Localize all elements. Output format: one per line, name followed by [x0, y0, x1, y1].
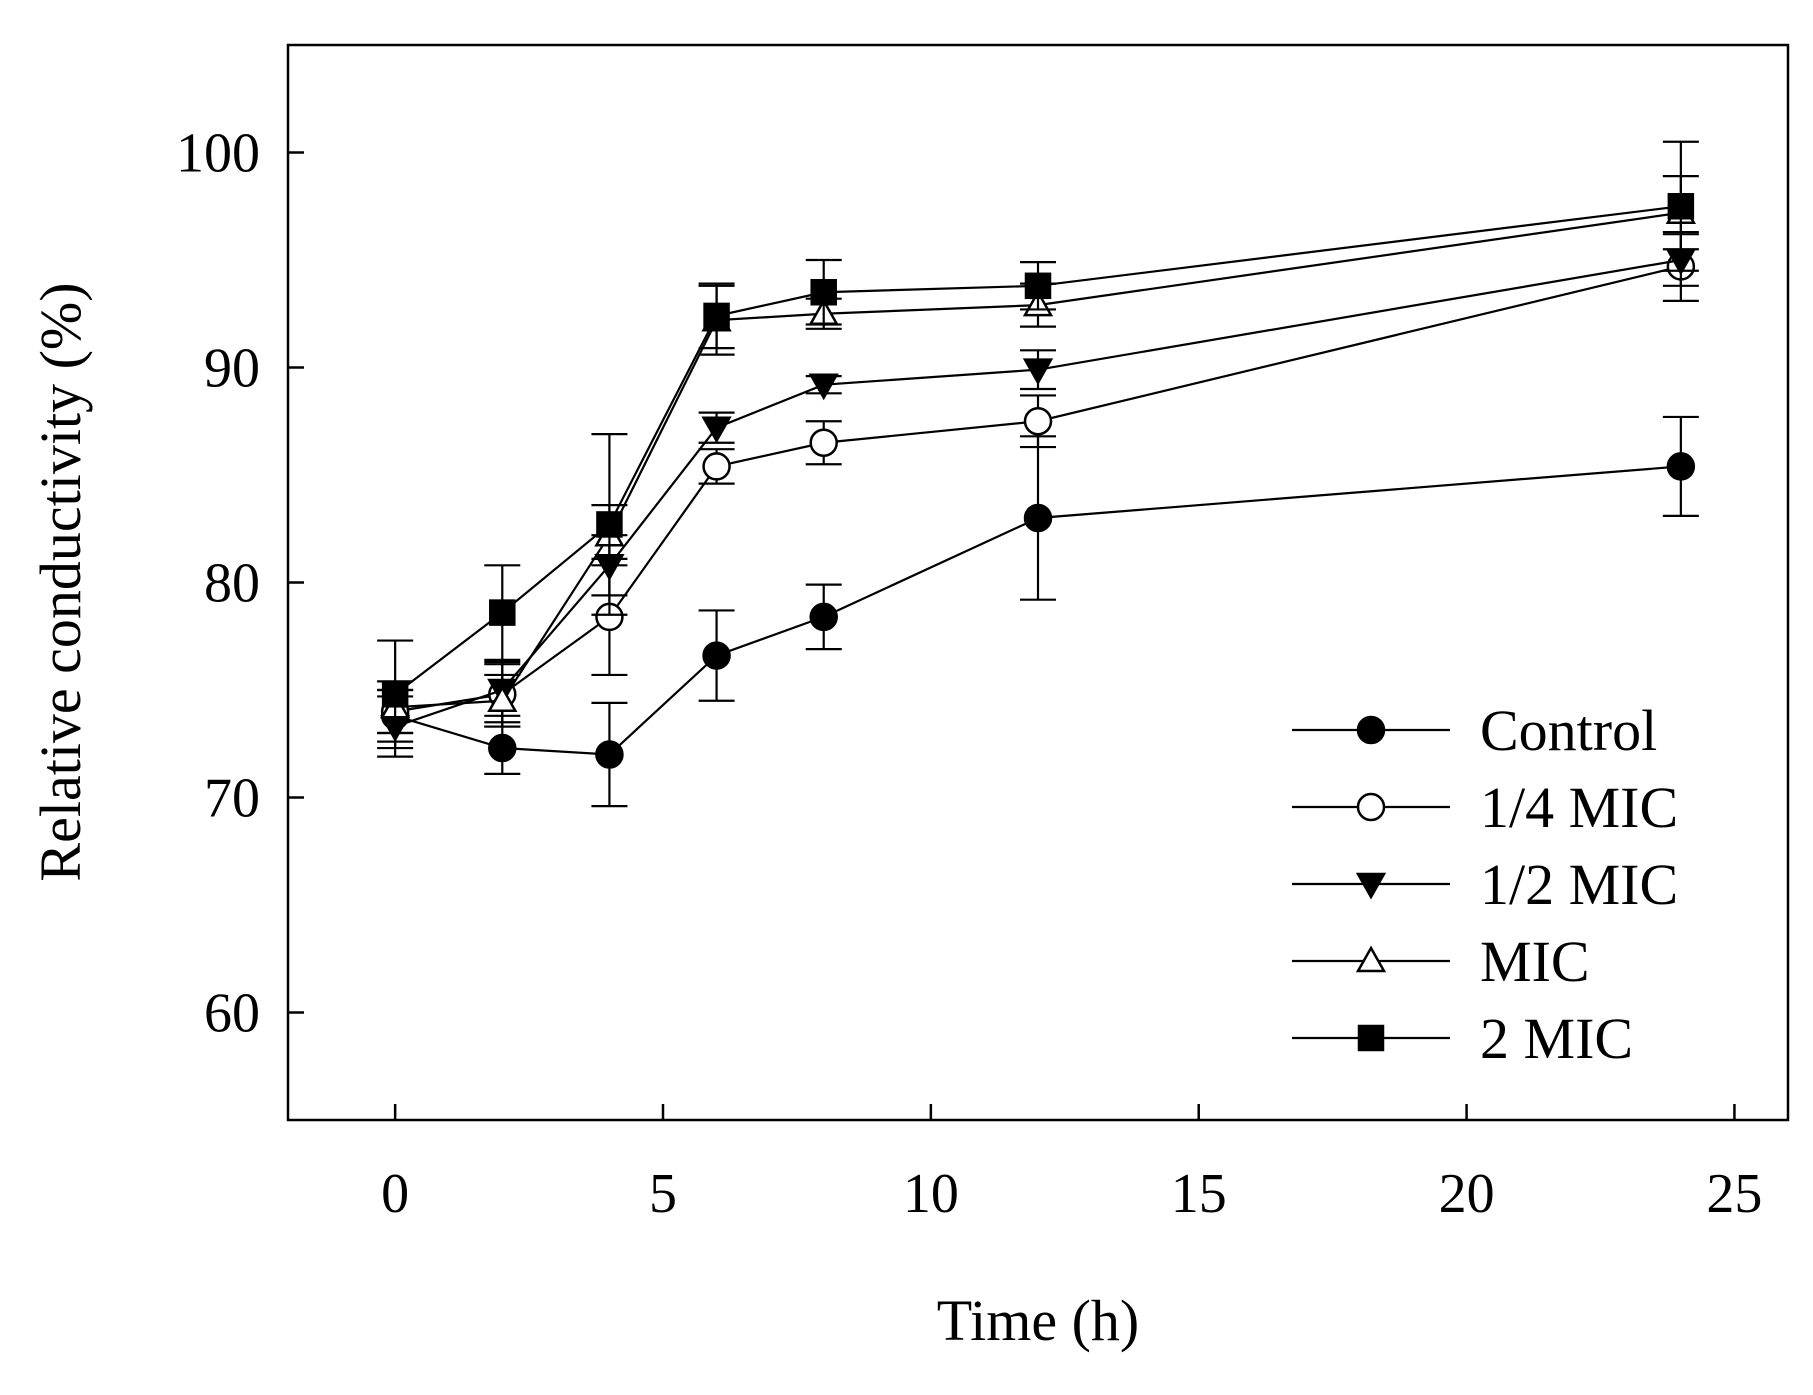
y-tick-label: 100 [176, 123, 260, 185]
x-tick-label: 25 [1706, 1163, 1762, 1225]
data-point [1022, 358, 1054, 386]
data-point [489, 599, 516, 626]
y-tick-label: 80 [204, 553, 260, 615]
legend-label: MIC [1480, 929, 1590, 994]
data-point [488, 733, 517, 763]
x-tick-label: 5 [649, 1163, 677, 1225]
data-point [1023, 503, 1053, 533]
x-tick-label: 20 [1439, 1163, 1495, 1225]
legend-item: Control [1292, 698, 1657, 763]
data-point [596, 511, 623, 538]
data-point [702, 641, 731, 670]
data-point [487, 685, 518, 712]
legend-label: 2 MIC [1480, 1006, 1633, 1071]
data-point [381, 681, 409, 708]
legend-marker [1355, 945, 1387, 973]
data-point [701, 416, 732, 444]
y-tick-label: 90 [204, 338, 260, 400]
y-tick-label: 60 [204, 983, 260, 1045]
x-axis: 0 5 10 15 20 25 [381, 1104, 1762, 1225]
legend-marker [1355, 872, 1387, 900]
series-control [377, 415, 1699, 808]
data-point [1666, 452, 1696, 481]
legend: Control 1/4 MIC 1/2 MIC MIC 2 MIC [1292, 698, 1678, 1071]
legend-item: 1/2 MIC [1292, 852, 1678, 917]
data-point [702, 452, 731, 481]
legend-label: Control [1480, 698, 1657, 763]
data-point [809, 602, 838, 632]
data-point [595, 740, 624, 769]
data-point [810, 279, 837, 306]
legend-label: 1/4 MIC [1480, 775, 1678, 840]
legend-marker [1356, 715, 1386, 745]
legend-item: 2 MIC [1292, 1006, 1633, 1071]
data-point [703, 302, 730, 330]
legend-item: MIC [1292, 929, 1590, 994]
y-axis-title: Relative conductivity (%) [28, 282, 93, 881]
data-point [809, 428, 838, 457]
x-tick-label: 10 [903, 1163, 959, 1225]
legend-label: 1/2 MIC [1480, 852, 1678, 917]
legend-marker [1357, 1024, 1385, 1052]
x-axis-title: Time (h) [937, 1288, 1140, 1353]
x-tick-label: 0 [381, 1163, 409, 1225]
data-point [1023, 407, 1053, 436]
series-2-mic [377, 140, 1699, 750]
series-layer [377, 140, 1699, 808]
legend-marker [1356, 792, 1386, 822]
x-tick-label: 15 [1171, 1163, 1227, 1225]
y-axis: 60 70 80 90 100 [176, 123, 304, 1045]
y-tick-label: 70 [204, 768, 260, 830]
data-point [1024, 272, 1052, 300]
data-point [808, 373, 839, 401]
data-point [1667, 193, 1695, 220]
legend-item: 1/4 MIC [1292, 775, 1678, 840]
